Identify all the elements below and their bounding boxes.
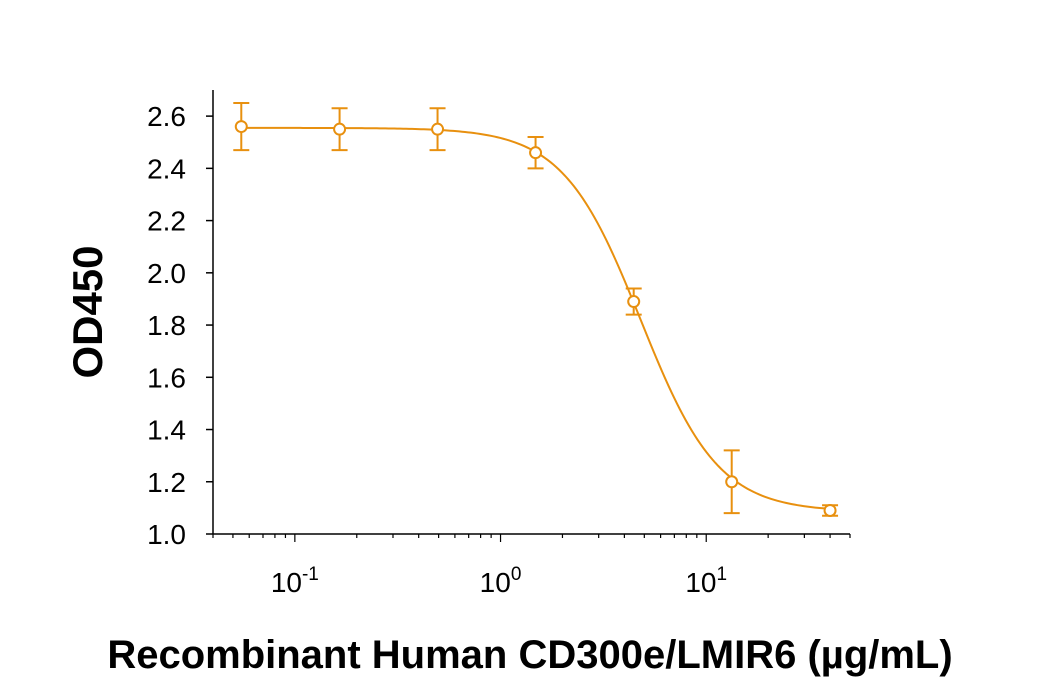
data-point [331,107,348,152]
y-tick-label: 1.2 [147,467,186,498]
y-axis-title: OD450 [64,245,111,378]
data-point [822,503,839,517]
y-tick-label: 2.2 [147,206,186,237]
axis-ticks: 1.0 1.2 1.4 1.6 1.8 2.0 2.2 2.4 2.6 10-1 100 101 [147,101,851,598]
y-tick-label: 2.4 [147,153,186,184]
y-tick-label: 1.0 [147,519,186,550]
fit-curve-group [241,126,831,510]
x-tick-label: 10-1 [271,564,319,598]
data-marker [333,122,347,136]
data-point [233,102,250,152]
data-marker [823,503,837,517]
y-tick-label: 2.0 [147,258,186,289]
data-points [233,102,839,517]
y-tick-label: 2.6 [147,101,186,132]
y-tick-label: 1.6 [147,362,186,393]
data-point [429,107,446,152]
data-point [723,449,740,515]
data-point [625,287,642,316]
x-tick-label: 100 [480,564,522,598]
data-marker [627,295,641,309]
y-tick-label: 1.4 [147,415,186,446]
x-axis-title: Recombinant Human CD300e/LMIR6 (µg/mL) [107,633,952,677]
data-marker [234,120,248,134]
axes [212,90,850,535]
x-tick-label: 101 [685,564,727,598]
data-point [527,136,544,170]
fit-curve [241,126,831,510]
data-marker [725,475,739,489]
data-marker [431,122,445,136]
y-tick-label: 1.8 [147,310,186,341]
data-marker [529,146,543,160]
